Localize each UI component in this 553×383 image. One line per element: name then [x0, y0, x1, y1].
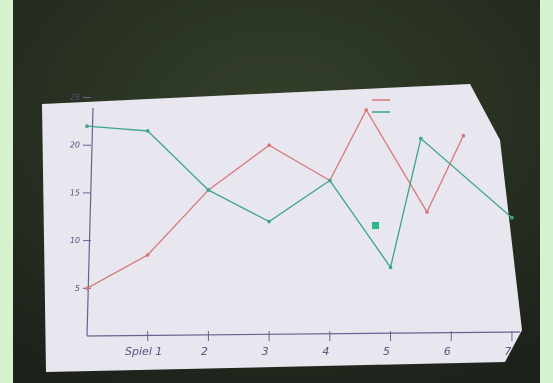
- y-tick-label: 15: [70, 188, 80, 197]
- x-tick-label: 3: [262, 345, 269, 358]
- point: [364, 108, 368, 112]
- point: [207, 188, 211, 192]
- point: [267, 220, 271, 224]
- point: [419, 137, 423, 141]
- side-strip: [540, 0, 553, 383]
- side-strip: [0, 0, 13, 383]
- x-tick-label: 5: [383, 345, 390, 358]
- point: [146, 253, 150, 257]
- point: [462, 134, 466, 138]
- y-tick-label: 20: [70, 141, 80, 150]
- x-tick-label: 2: [201, 345, 208, 358]
- x-tick-label: 6: [444, 345, 451, 358]
- point: [425, 210, 429, 214]
- point: [389, 266, 393, 270]
- x-tick-label: 7: [504, 345, 511, 358]
- y-tick-label: 5: [75, 284, 80, 293]
- y-tick-label: 25: [70, 93, 80, 102]
- point: [510, 216, 514, 220]
- point: [85, 287, 89, 291]
- photo: Spiel 1 2 3 4 5 6 7 5 10 15 20 25: [0, 0, 553, 383]
- page: {"chart_data": {"type": "line", "x": [0,…: [0, 0, 553, 383]
- x-tick-label: 4: [322, 345, 329, 358]
- point: [85, 124, 89, 128]
- marker: [372, 222, 379, 229]
- point: [267, 143, 271, 147]
- x-tick-label: Spiel 1: [125, 345, 162, 358]
- paper: [42, 84, 522, 372]
- point: [328, 179, 332, 183]
- y-tick-label: 10: [70, 236, 80, 245]
- point: [146, 129, 150, 133]
